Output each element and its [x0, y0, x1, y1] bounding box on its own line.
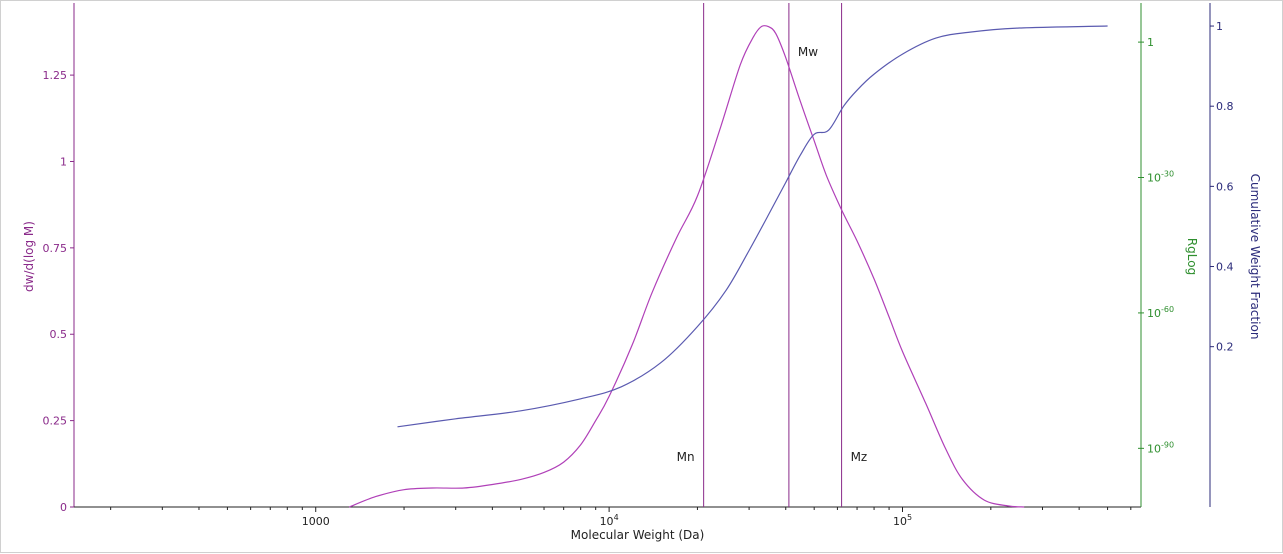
series-point-1 [697, 326, 698, 327]
left-axis-tick-label: 0.25 [43, 415, 68, 428]
series-point-0 [520, 479, 521, 480]
series-point-1 [1107, 25, 1108, 26]
series-point-0 [761, 26, 762, 27]
series-point-0 [984, 500, 985, 501]
series-line-0 [348, 25, 1025, 508]
series-point-1 [828, 130, 829, 131]
series-line-1 [397, 25, 1108, 428]
series-point-0 [697, 195, 698, 196]
series-point-1 [785, 182, 786, 183]
left-axis-title: dw/d(log M) [22, 221, 36, 292]
series-point-1 [1019, 27, 1020, 28]
right-axis-tick-label: 0.2 [1216, 341, 1234, 354]
marker-label-mw: Mw [798, 45, 818, 59]
series-point-1 [935, 38, 936, 39]
series-point-0 [676, 237, 677, 238]
series-point-0 [753, 37, 754, 38]
left-axis-tick-label: 0.5 [50, 328, 68, 341]
series-point-1 [621, 386, 622, 387]
series-point-0 [375, 496, 376, 497]
series-point-0 [925, 403, 926, 404]
left-axis-tick-label: 0.75 [43, 242, 68, 255]
series-point-0 [595, 420, 596, 421]
left-axis-tick-label: 1.25 [43, 69, 68, 82]
series-point-0 [775, 33, 776, 34]
axes-layer: 0 0.25 0.5 0.75 1 1.25 dw/d(log M) 1000 104 105 Mo… [22, 3, 1262, 542]
series-point-1 [520, 410, 521, 411]
series-point-0 [902, 351, 903, 352]
series-point-0 [720, 126, 721, 127]
series-point-1 [580, 398, 581, 399]
series-point-0 [492, 484, 493, 485]
series-point-0 [1008, 505, 1009, 506]
series-point-0 [841, 209, 842, 210]
series-point-1 [874, 74, 875, 75]
series-point-0 [651, 292, 652, 293]
right-axis-tick-label: 0.4 [1216, 261, 1234, 274]
series-point-0 [432, 487, 433, 488]
series-point-1 [725, 290, 726, 291]
series-point-1 [857, 90, 858, 91]
series-point-1 [749, 250, 750, 251]
x-axis-title: Molecular Weight (Da) [571, 528, 705, 542]
series-point-1 [800, 154, 801, 155]
left-axis-tick-label: 1 [60, 155, 67, 168]
series-point-1 [814, 134, 815, 135]
series-point-0 [889, 316, 890, 317]
series-point-0 [785, 57, 786, 58]
series-point-1 [660, 362, 661, 363]
series-point-0 [632, 344, 633, 345]
marker-label-mn: Mn [677, 450, 695, 464]
rg-axis-tick-label: 10-90 [1147, 440, 1174, 455]
rg-axis-tick-label: 10-60 [1147, 305, 1174, 320]
series-point-0 [826, 175, 827, 176]
right-axis-tick-label: 0.6 [1216, 180, 1234, 193]
series-point-0 [945, 448, 946, 449]
series-point-1 [768, 214, 769, 215]
series-point-0 [962, 479, 963, 480]
rg-axis-tick-label: 1 [1147, 36, 1154, 49]
series-point-0 [740, 64, 741, 65]
series-point-1 [455, 418, 456, 419]
series-point-0 [1024, 506, 1025, 507]
series-point-0 [463, 487, 464, 488]
series-point-0 [403, 489, 404, 490]
series-point-0 [814, 140, 815, 141]
marker-layer: Mn Mw Mz [677, 3, 868, 507]
marker-label-mz: Mz [851, 450, 868, 464]
right-axis-title: Cumulative Weight Fraction [1248, 174, 1262, 340]
x-axis-tick-label: 1000 [302, 515, 330, 528]
series-point-0 [874, 278, 875, 279]
right-axis-tick-label: 0.8 [1216, 100, 1234, 113]
series-point-1 [843, 106, 844, 107]
series-point-1 [902, 54, 903, 55]
series-layer [348, 25, 1108, 508]
series-point-0 [349, 506, 350, 507]
x-axis-tick-label: 105 [893, 513, 912, 528]
series-point-0 [800, 102, 801, 103]
series-point-0 [768, 26, 769, 27]
rg-axis-tick-label: 10-30 [1147, 170, 1174, 185]
rg-axis-title: RgLog [1185, 238, 1199, 275]
series-point-1 [970, 32, 971, 33]
series-point-0 [543, 472, 544, 473]
series-point-0 [609, 396, 610, 397]
series-point-0 [580, 444, 581, 445]
left-axis-tick-label: 0 [60, 501, 67, 514]
x-axis-tick-label: 104 [600, 513, 619, 528]
series-point-0 [857, 240, 858, 241]
series-point-0 [563, 462, 564, 463]
right-axis-tick-label: 1 [1216, 20, 1223, 33]
series-point-1 [397, 426, 398, 427]
